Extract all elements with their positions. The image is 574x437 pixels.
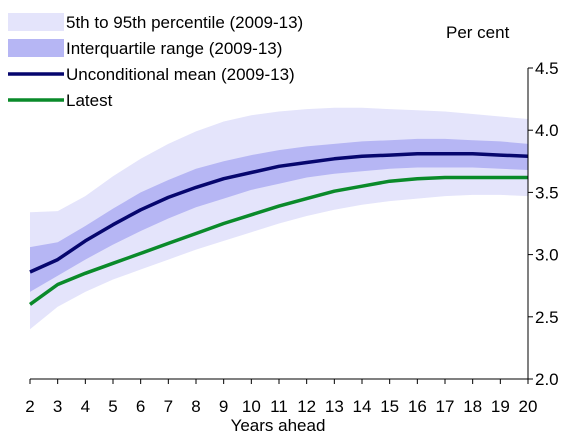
y-tick-label: 2.5 xyxy=(535,308,559,327)
x-tick-label: 13 xyxy=(325,397,344,416)
x-tick-label: 6 xyxy=(136,397,145,416)
y-tick-label: 3.5 xyxy=(535,183,559,202)
x-tick-label: 3 xyxy=(53,397,62,416)
legend: 5th to 95th percentile (2009-13) Interqua… xyxy=(8,13,303,110)
x-tick-label: 15 xyxy=(380,397,399,416)
band-layer xyxy=(30,107,528,330)
x-axis-title: Years ahead xyxy=(231,416,326,435)
legend-label-2: Unconditional mean (2009-13) xyxy=(66,65,295,84)
axes: 2 3 4 5 6 7 8 9 10 11 12 13 14 15 16 17 18 19 20 2.0 2.5 3.0 3… xyxy=(25,59,558,416)
x-tick-label: 20 xyxy=(519,397,538,416)
y-tick-label: 2.0 xyxy=(535,370,559,389)
x-tick-label: 2 xyxy=(25,397,34,416)
y-tick-label: 4.5 xyxy=(535,59,559,78)
x-tick-label: 8 xyxy=(191,397,200,416)
x-tick-label: 4 xyxy=(81,397,90,416)
x-tick-label: 9 xyxy=(219,397,228,416)
y-tick-label: 4.0 xyxy=(535,121,559,140)
line-layer xyxy=(28,152,529,306)
y-tick-label: 3.0 xyxy=(535,246,559,265)
x-tick-label: 5 xyxy=(108,397,117,416)
x-tick-label: 14 xyxy=(353,397,372,416)
x-tick-label: 7 xyxy=(164,397,173,416)
series-line-3 xyxy=(28,175,528,306)
x-tick-label: 17 xyxy=(436,397,455,416)
legend-swatch-0 xyxy=(8,13,64,31)
x-tick-label: 16 xyxy=(408,397,427,416)
legend-label-0: 5th to 95th percentile (2009-13) xyxy=(66,13,303,32)
legend-swatch-1 xyxy=(8,39,64,57)
series-line-2 xyxy=(29,152,529,274)
y-axis-unit-label: Per cent xyxy=(446,23,510,42)
x-tick-label: 18 xyxy=(463,397,482,416)
x-tick-label: 19 xyxy=(491,397,510,416)
x-tick-label: 12 xyxy=(297,397,316,416)
legend-label-1: Interquartile range (2009-13) xyxy=(66,39,282,58)
x-tick-label: 11 xyxy=(270,397,288,416)
x-tick-label: 10 xyxy=(242,397,261,416)
legend-label-3: Latest xyxy=(66,91,113,110)
